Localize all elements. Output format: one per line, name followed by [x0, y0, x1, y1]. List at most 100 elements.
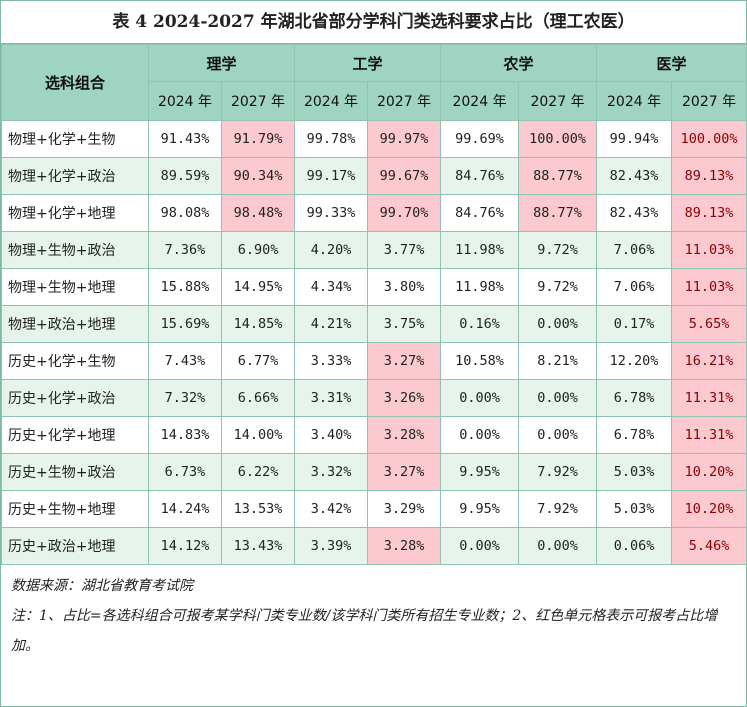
- value-cell: 5.46%: [671, 527, 747, 565]
- combo-header: 选科组合: [1, 44, 149, 121]
- value-cell: 14.83%: [148, 416, 222, 454]
- combo-label: 物理+化学+生物: [1, 120, 149, 158]
- value-cell: 7.92%: [518, 490, 598, 528]
- value-cell: 0.16%: [440, 305, 520, 343]
- value-cell: 88.77%: [518, 157, 598, 195]
- source-note: 数据来源：湖北省教育考试院: [11, 578, 193, 594]
- table-row: 物理+化学+地理 98.08% 98.48% 99.33% 99.70% 84.76% 88…: [1, 194, 747, 232]
- value-cell: 99.78%: [294, 120, 369, 158]
- year-header: 2024 年: [596, 81, 673, 121]
- table-row: 历史+政治+地理 14.12% 13.43% 3.39% 3.28% 0.00% 0.00%…: [1, 527, 747, 565]
- value-cell: 14.95%: [220, 268, 296, 306]
- value-cell: 3.33%: [294, 342, 369, 380]
- value-cell: 7.92%: [518, 453, 598, 491]
- value-cell: 98.48%: [220, 194, 296, 232]
- table-row: 物理+化学+生物 91.43% 91.79% 99.78% 99.97% 99.69% 10…: [1, 120, 747, 158]
- value-cell: 100.00%: [671, 120, 747, 158]
- value-cell: 11.31%: [671, 416, 747, 454]
- year-header: 2027 年: [367, 81, 442, 121]
- value-cell: 3.39%: [294, 527, 369, 565]
- value-cell: 0.00%: [518, 416, 598, 454]
- value-cell: 3.77%: [367, 231, 442, 269]
- value-cell: 6.22%: [220, 453, 296, 491]
- combo-label: 历史+化学+生物: [1, 342, 149, 380]
- year-header: 2024 年: [440, 81, 520, 121]
- value-cell: 84.76%: [440, 157, 520, 195]
- subject-header-engineering: 工学: [294, 44, 442, 82]
- value-cell: 7.06%: [596, 268, 673, 306]
- value-cell: 0.00%: [440, 527, 520, 565]
- value-cell: 13.43%: [220, 527, 296, 565]
- selection-requirement-table: 选科组合 理学 工学 农学 医学 2024 年 2027 年 2024 年 20…: [1, 44, 747, 565]
- value-cell: 9.72%: [518, 231, 598, 269]
- value-cell: 16.21%: [671, 342, 747, 380]
- value-cell: 7.43%: [148, 342, 222, 380]
- value-cell: 99.97%: [367, 120, 442, 158]
- value-cell: 6.66%: [220, 379, 296, 417]
- value-cell: 5.03%: [596, 490, 673, 528]
- combo-label: 物理+生物+地理: [1, 268, 149, 306]
- value-cell: 3.42%: [294, 490, 369, 528]
- value-cell: 89.13%: [671, 157, 747, 195]
- value-cell: 0.06%: [596, 527, 673, 565]
- value-cell: 4.20%: [294, 231, 369, 269]
- value-cell: 6.73%: [148, 453, 222, 491]
- value-cell: 11.03%: [671, 268, 747, 306]
- value-cell: 88.77%: [518, 194, 598, 232]
- combo-label: 物理+政治+地理: [1, 305, 149, 343]
- value-cell: 99.69%: [440, 120, 520, 158]
- table-title: 表 4 2024-2027 年湖北省部分学科门类选科要求占比（理工农医）: [1, 1, 746, 44]
- table-row: 历史+生物+地理 14.24% 13.53% 3.42% 3.29% 9.95% 7.92%…: [1, 490, 747, 528]
- year-header: 2024 年: [148, 81, 222, 121]
- table-row: 物理+化学+政治 89.59% 90.34% 99.17% 99.67% 84.76% 88…: [1, 157, 747, 195]
- value-cell: 11.98%: [440, 231, 520, 269]
- notes: 数据来源：湖北省教育考试院 注：1、占比=各选科组合可报考某学科门类专业数/该学…: [1, 565, 746, 661]
- value-cell: 99.70%: [367, 194, 442, 232]
- value-cell: 11.31%: [671, 379, 747, 417]
- value-cell: 91.43%: [148, 120, 222, 158]
- value-cell: 8.21%: [518, 342, 598, 380]
- value-cell: 5.65%: [671, 305, 747, 343]
- value-cell: 6.90%: [220, 231, 296, 269]
- subject-header-science: 理学: [147, 44, 296, 82]
- value-cell: 3.29%: [367, 490, 442, 528]
- value-cell: 0.00%: [518, 305, 598, 343]
- value-cell: 11.03%: [671, 231, 747, 269]
- value-cell: 3.40%: [294, 416, 369, 454]
- value-cell: 0.00%: [440, 379, 520, 417]
- value-cell: 3.27%: [367, 342, 442, 380]
- value-cell: 99.94%: [596, 120, 673, 158]
- table-row: 历史+生物+政治 6.73% 6.22% 3.32% 3.27% 9.95% 7.92% 5.…: [1, 453, 747, 491]
- value-cell: 82.43%: [596, 194, 673, 232]
- value-cell: 3.75%: [367, 305, 442, 343]
- value-cell: 9.72%: [518, 268, 598, 306]
- value-cell: 7.32%: [148, 379, 222, 417]
- value-cell: 7.06%: [596, 231, 673, 269]
- value-cell: 6.77%: [220, 342, 296, 380]
- value-cell: 14.24%: [148, 490, 222, 528]
- value-cell: 3.80%: [367, 268, 442, 306]
- combo-label: 历史+生物+地理: [1, 490, 149, 528]
- year-header: 2027 年: [671, 81, 747, 121]
- value-cell: 15.88%: [148, 268, 222, 306]
- combo-label: 历史+化学+政治: [1, 379, 149, 417]
- value-cell: 3.28%: [367, 527, 442, 565]
- subject-header-medicine: 医学: [596, 44, 747, 82]
- value-cell: 12.20%: [596, 342, 673, 380]
- value-cell: 7.36%: [148, 231, 222, 269]
- value-cell: 99.67%: [367, 157, 442, 195]
- table-row: 历史+化学+生物 7.43% 6.77% 3.33% 3.27% 10.58% 8.21% 1…: [1, 342, 747, 380]
- value-cell: 15.69%: [148, 305, 222, 343]
- combo-label: 历史+生物+政治: [1, 453, 149, 491]
- value-cell: 9.95%: [440, 453, 520, 491]
- value-cell: 91.79%: [220, 120, 296, 158]
- value-cell: 4.21%: [294, 305, 369, 343]
- value-cell: 0.00%: [518, 379, 598, 417]
- combo-label: 历史+化学+地理: [1, 416, 149, 454]
- value-cell: 14.85%: [220, 305, 296, 343]
- combo-label: 物理+化学+地理: [1, 194, 149, 232]
- value-cell: 3.26%: [367, 379, 442, 417]
- value-cell: 0.00%: [518, 527, 598, 565]
- value-cell: 89.13%: [671, 194, 747, 232]
